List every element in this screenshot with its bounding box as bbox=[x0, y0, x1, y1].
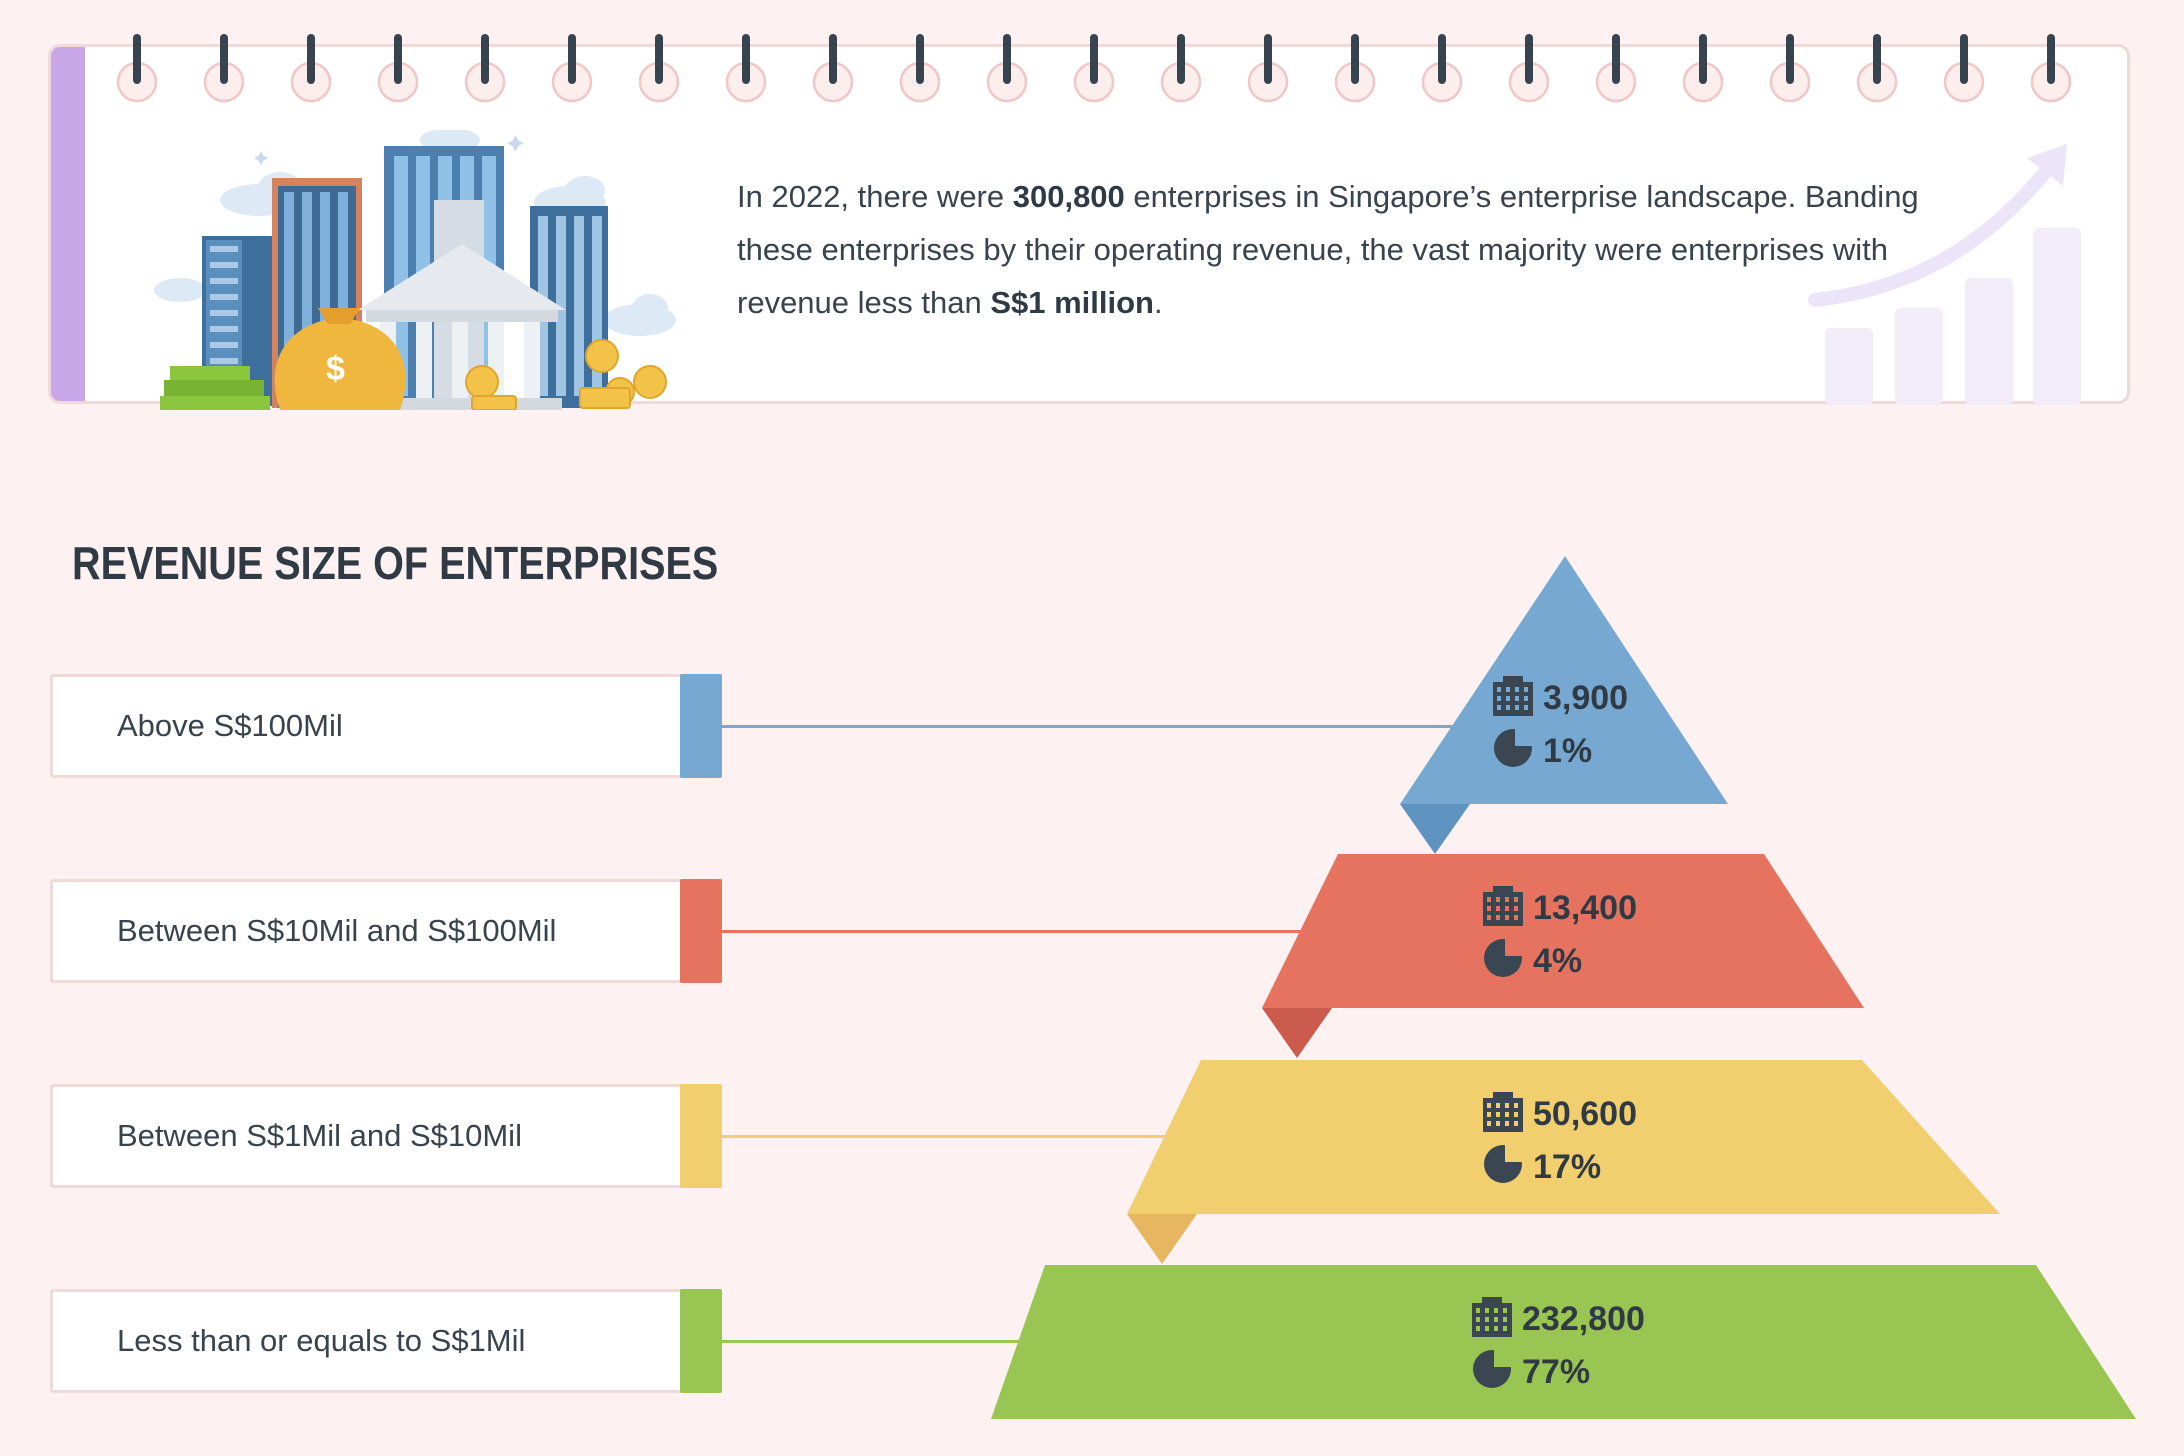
pyramid-band bbox=[1400, 556, 1728, 804]
tier-percent: 4% bbox=[1533, 942, 1582, 980]
tier-label-box: Between S$1Mil and S$10Mil bbox=[50, 1084, 722, 1188]
tier-color-tab bbox=[680, 674, 722, 778]
tier-connector-line bbox=[722, 725, 1460, 728]
tier-count: 13,400 bbox=[1533, 889, 1637, 927]
tier-count: 50,600 bbox=[1533, 1095, 1637, 1133]
tier-percent: 77% bbox=[1522, 1353, 1590, 1391]
growth-chart-decoration bbox=[1808, 144, 2081, 405]
pyramid-tier-2: 13,400 4% bbox=[1262, 854, 1864, 1058]
building-icon bbox=[1483, 886, 1523, 926]
tier-count: 232,800 bbox=[1522, 1300, 1645, 1338]
tier-label: Between S$10Mil and S$100Mil bbox=[117, 913, 557, 948]
pyramid-tier-4: 232,800 77% bbox=[991, 1265, 2136, 1419]
tier-label-box: Less than or equals to S$1Mil bbox=[50, 1289, 722, 1393]
card-accent-bar bbox=[51, 47, 85, 401]
building-icon bbox=[1483, 1092, 1523, 1132]
tier-label: Between S$1Mil and S$10Mil bbox=[117, 1118, 522, 1153]
pie-chart-icon bbox=[1473, 1348, 1513, 1388]
building-icon bbox=[1472, 1297, 1512, 1337]
pyramid-tier-1: 3,900 1% bbox=[1400, 556, 1728, 854]
pie-chart-icon bbox=[1494, 727, 1534, 767]
pyramid-tier-3: 50,600 17% bbox=[1127, 1060, 2000, 1264]
revenue-highlight: S$1 million bbox=[990, 285, 1154, 320]
tier-connector-line bbox=[722, 1135, 1173, 1138]
intro-paragraph: In 2022, there were 300,800 enterprises … bbox=[737, 179, 1919, 320]
tier-color-tab bbox=[680, 1289, 722, 1393]
tier-connector-line bbox=[722, 1340, 1027, 1343]
band-fold-shadow bbox=[1127, 1214, 1197, 1264]
band-fold-shadow bbox=[1400, 804, 1470, 854]
pyramid-band bbox=[991, 1265, 2136, 1419]
svg-text:$: $ bbox=[326, 350, 345, 388]
band-fold-shadow bbox=[1262, 1008, 1332, 1058]
pyramid-band bbox=[1127, 1060, 2000, 1214]
tier-percent: 1% bbox=[1543, 732, 1592, 770]
pie-chart-icon bbox=[1484, 937, 1524, 977]
tier-label-box: Between S$10Mil and S$100Mil bbox=[50, 879, 722, 983]
chart-title: REVENUE SIZE OF ENTERPRISES bbox=[72, 537, 719, 589]
tier-color-tab bbox=[680, 879, 722, 983]
tier-percent: 17% bbox=[1533, 1148, 1601, 1186]
pie-chart-icon bbox=[1484, 1143, 1524, 1183]
total-enterprises: 300,800 bbox=[1012, 179, 1125, 214]
city-buildings-illustration: $ bbox=[154, 130, 676, 410]
tier-connector-line bbox=[722, 930, 1308, 933]
pyramid-band bbox=[1262, 854, 1864, 1008]
tier-label: Less than or equals to S$1Mil bbox=[117, 1323, 526, 1358]
building-icon bbox=[1493, 676, 1533, 716]
tier-count: 3,900 bbox=[1543, 679, 1628, 717]
tier-color-tab bbox=[680, 1084, 722, 1188]
tier-label: Above S$100Mil bbox=[117, 708, 343, 743]
tier-label-box: Above S$100Mil bbox=[50, 674, 722, 778]
